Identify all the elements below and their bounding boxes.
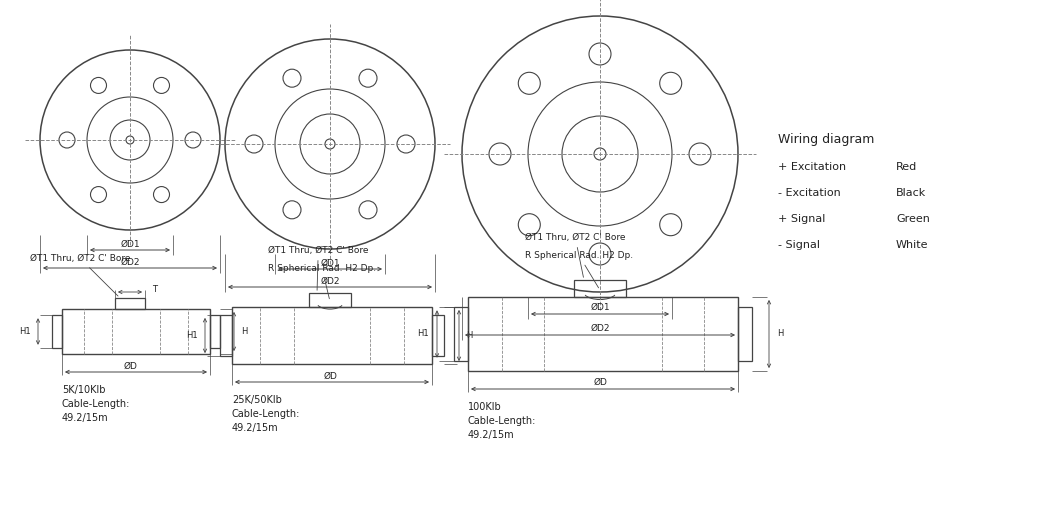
Bar	[432, 315, 444, 356]
Text: Cable-Length:: Cable-Length:	[231, 409, 300, 419]
Bar	[455, 307, 468, 361]
Bar	[309, 293, 351, 307]
Text: 5K/10Klb: 5K/10Klb	[62, 385, 106, 395]
Text: Wiring diagram: Wiring diagram	[778, 132, 874, 145]
Text: ØD2: ØD2	[320, 277, 339, 286]
Text: H1: H1	[186, 331, 198, 340]
Text: H: H	[466, 331, 472, 340]
Text: 49.2/15m: 49.2/15m	[62, 413, 109, 423]
Bar	[231, 307, 432, 364]
Text: H1: H1	[19, 327, 31, 336]
Text: ØD: ØD	[123, 361, 137, 370]
Text: Cable-Length:: Cable-Length:	[62, 399, 130, 409]
Text: ØT1 Thru, ØT2 C' Bore: ØT1 Thru, ØT2 C' Bore	[30, 254, 130, 296]
Bar	[574, 280, 626, 297]
Text: H: H	[777, 330, 783, 339]
Text: - Signal: - Signal	[778, 240, 820, 250]
Text: 100Klb: 100Klb	[468, 402, 502, 412]
Text: 49.2/15m: 49.2/15m	[231, 423, 279, 433]
Text: ØD1: ØD1	[120, 240, 140, 249]
Text: ØT1 Thru, ØT2 C' Bore: ØT1 Thru, ØT2 C' Bore	[525, 233, 626, 277]
Text: 49.2/15m: 49.2/15m	[468, 430, 515, 440]
Text: + Signal: + Signal	[778, 214, 826, 224]
Text: Red: Red	[896, 162, 917, 172]
Text: ØT1 Thru, ØT2 C' Bore: ØT1 Thru, ØT2 C' Bore	[268, 246, 369, 290]
Bar	[210, 315, 220, 348]
Bar	[738, 307, 752, 361]
Text: ØD: ØD	[323, 371, 337, 380]
Bar	[468, 297, 738, 371]
Text: Green: Green	[896, 214, 930, 224]
Text: White: White	[896, 240, 928, 250]
Text: ØD1: ØD1	[320, 259, 339, 268]
Text: Black: Black	[896, 188, 926, 198]
Text: + Excitation: + Excitation	[778, 162, 846, 172]
Text: H: H	[241, 327, 247, 336]
Text: - Excitation: - Excitation	[778, 188, 840, 198]
Text: ØD1: ØD1	[590, 303, 610, 312]
Bar	[62, 309, 210, 354]
Text: ØD: ØD	[593, 378, 607, 387]
Text: Cable-Length:: Cable-Length:	[468, 416, 536, 426]
Bar	[115, 298, 145, 309]
Text: T: T	[152, 286, 157, 295]
Text: H1: H1	[418, 330, 429, 339]
Text: R Spherical Rad. H2 Dp.: R Spherical Rad. H2 Dp.	[525, 251, 633, 288]
Text: 25K/50Klb: 25K/50Klb	[231, 395, 282, 405]
Bar	[52, 315, 62, 348]
Text: ØD2: ØD2	[590, 324, 610, 333]
Bar	[220, 315, 231, 356]
Text: ØD2: ØD2	[120, 258, 140, 267]
Text: R Spherical Rad. H2 Dp.: R Spherical Rad. H2 Dp.	[268, 264, 376, 299]
